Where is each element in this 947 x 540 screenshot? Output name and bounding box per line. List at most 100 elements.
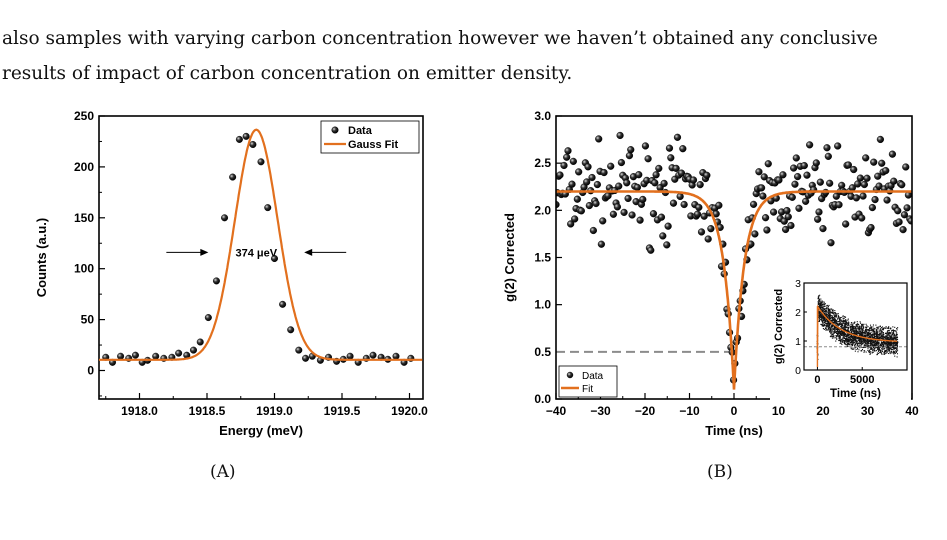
inset-data-point	[888, 335, 890, 337]
inset-data-point	[842, 334, 844, 336]
data-point-b	[655, 164, 663, 173]
inset-data-point	[857, 342, 859, 344]
inset-data-point	[850, 348, 852, 350]
data-point-b	[882, 167, 890, 175]
inset-data-point	[823, 304, 825, 306]
data-point-b	[647, 246, 655, 254]
inset-data-point	[854, 339, 856, 341]
data-point-b	[573, 195, 581, 203]
inset-data-point	[837, 317, 839, 319]
inset-data-point	[867, 346, 869, 348]
inset-data-point	[821, 324, 823, 326]
data-point-b	[844, 161, 852, 169]
inset-data-point	[855, 331, 857, 333]
inset-data-point	[869, 340, 871, 342]
inset-data-point	[863, 323, 865, 325]
inset-data-point	[847, 324, 849, 326]
inset-data-point	[847, 345, 849, 347]
inset-data-point	[835, 322, 837, 324]
inset-data-point	[867, 346, 869, 348]
inset-data-point	[854, 337, 857, 339]
legend-label-fit-b: Fit	[582, 384, 593, 395]
inset-data-point	[830, 322, 832, 324]
inset-data-point	[818, 301, 820, 303]
inset-data-point	[845, 333, 847, 335]
inset-data-point	[834, 331, 836, 333]
inset-data-point	[823, 325, 825, 327]
inset-data-point	[853, 330, 855, 332]
inset-data-point	[884, 332, 886, 334]
inset-data-point	[821, 318, 823, 320]
inset-data-point	[892, 332, 894, 334]
inset-data-point	[851, 342, 853, 344]
inset-data-point	[823, 307, 825, 309]
inset-data-point	[830, 316, 833, 318]
inset-data-point	[872, 330, 874, 332]
inset-data-point	[856, 325, 858, 327]
inset-data-point	[861, 323, 863, 325]
inset-data-point	[881, 342, 884, 344]
inset-data-point	[874, 350, 876, 352]
data-point-b	[775, 176, 783, 184]
inset-data-point	[895, 337, 897, 339]
inset-data-point	[896, 345, 899, 347]
inset-data-point	[844, 320, 846, 322]
inset-data-point	[825, 320, 827, 322]
inset-data-point	[859, 343, 861, 345]
inset-data-point	[828, 311, 830, 313]
inset-data-point	[886, 339, 888, 341]
inset-data-point	[876, 353, 878, 356]
inset-data-point	[819, 306, 821, 308]
inset-data-point	[818, 298, 820, 300]
data-point-b	[677, 169, 686, 177]
inset-data-point	[827, 310, 830, 312]
data-point-b	[589, 226, 597, 235]
inset-data-point	[896, 344, 898, 346]
inset-data-point	[865, 336, 867, 338]
inset-data-point	[887, 334, 889, 337]
inset-data-point	[885, 332, 887, 334]
data-point-b	[616, 131, 624, 140]
inset-data-point	[894, 337, 896, 340]
inset-data-point	[832, 331, 834, 333]
inset-data-point	[881, 330, 883, 332]
inset-data-point	[819, 318, 821, 320]
inset-data-point	[862, 326, 864, 329]
inset-data-point	[821, 325, 823, 327]
inset-data-point	[877, 349, 879, 351]
inset-data-point	[830, 311, 832, 314]
inset-data-point	[893, 331, 895, 333]
data-point-b	[641, 142, 650, 150]
inset-data-point	[821, 319, 823, 321]
inset-data-point	[897, 349, 899, 351]
inset-data-point	[845, 324, 847, 326]
inset-data-point	[874, 331, 876, 333]
inset-data-point	[842, 337, 844, 339]
inset-data-point	[879, 337, 882, 339]
inset-data-point	[875, 340, 877, 342]
inset-data-point	[858, 349, 860, 351]
inset-data-point	[843, 332, 846, 334]
inset-data-point	[870, 343, 872, 345]
inset-data-point	[855, 332, 857, 334]
inset-data-point	[840, 331, 843, 333]
inset-data-point	[841, 327, 843, 329]
inset-data-point	[829, 316, 831, 318]
inset-data-point	[838, 324, 840, 326]
inset-data-point	[822, 308, 824, 310]
inset-data-point	[862, 346, 865, 348]
inset-data-point	[866, 339, 868, 341]
inset-data-point	[872, 343, 874, 345]
inset-data-point	[830, 311, 832, 313]
inset-data-point	[860, 341, 862, 343]
inset-data-point	[848, 321, 850, 323]
inset-data-point	[864, 340, 866, 342]
inset-data-point	[883, 341, 885, 343]
inset-data-point	[895, 339, 897, 341]
inset-data-point	[867, 345, 869, 347]
inset-data-point	[839, 334, 842, 336]
inset-data-point	[831, 315, 833, 317]
inset-data-point	[818, 319, 821, 321]
inset-data-point	[841, 341, 843, 343]
inset-data-point	[860, 327, 862, 329]
